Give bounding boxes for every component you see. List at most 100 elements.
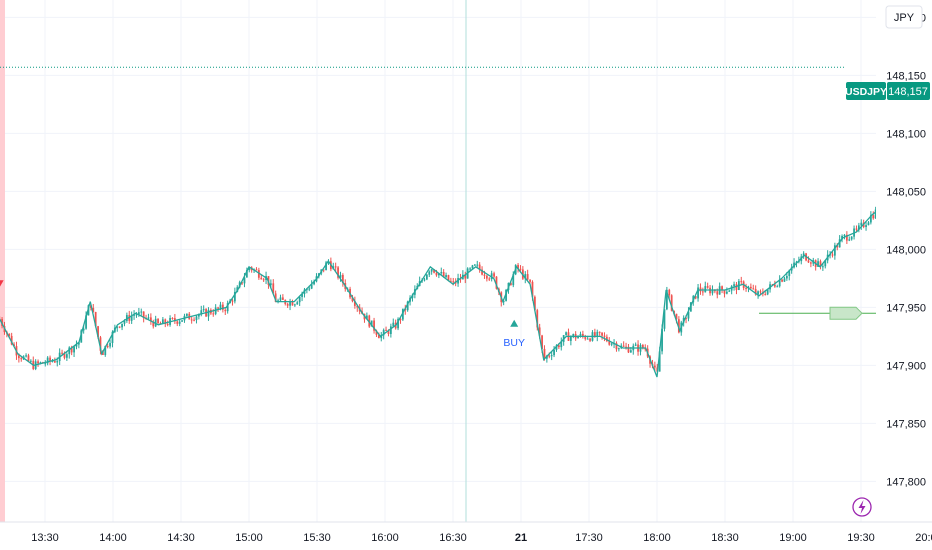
candle-body bbox=[509, 282, 512, 286]
candle-body bbox=[351, 297, 354, 302]
candle-body bbox=[605, 336, 608, 342]
candle-body bbox=[577, 336, 579, 339]
symbol-label: USDJPY bbox=[845, 86, 887, 98]
candle-body bbox=[430, 269, 433, 272]
candle-body bbox=[565, 332, 567, 336]
candle-body bbox=[819, 261, 822, 267]
candle-body bbox=[754, 289, 757, 295]
candle-body bbox=[610, 343, 613, 345]
candle-body bbox=[845, 234, 848, 241]
candle-body bbox=[728, 290, 731, 292]
candle-body bbox=[97, 326, 99, 338]
candle-body bbox=[452, 281, 455, 283]
candle-body bbox=[29, 360, 32, 362]
flash-icon-button[interactable] bbox=[852, 497, 872, 517]
candle-body bbox=[471, 265, 474, 269]
candle-body bbox=[137, 312, 140, 315]
candle-body bbox=[197, 314, 200, 317]
candle-body bbox=[142, 311, 145, 318]
candle-body bbox=[519, 268, 522, 270]
candle-body bbox=[481, 269, 483, 275]
currency-button[interactable]: JPY bbox=[885, 5, 923, 29]
candle-body bbox=[661, 328, 663, 352]
candle-body bbox=[154, 318, 157, 327]
candle-body bbox=[387, 330, 390, 334]
candle-body bbox=[80, 330, 83, 343]
candle-body bbox=[548, 355, 551, 357]
price-axis[interactable]: 148,200148,150148,100148,050148,000147,9… bbox=[876, 0, 932, 522]
candle-body bbox=[778, 279, 781, 287]
candle-body bbox=[476, 264, 479, 266]
candle-body bbox=[757, 291, 759, 295]
candle-body bbox=[377, 334, 380, 339]
candle-body bbox=[675, 313, 678, 320]
candle-body bbox=[505, 289, 507, 301]
candle-body bbox=[68, 347, 71, 355]
candle-body bbox=[553, 349, 555, 356]
candle-body bbox=[164, 319, 167, 325]
time-axis[interactable]: 13:30 14:00 14:30 15:00 15:30 16:00 16:30 21 17:… bbox=[0, 521, 932, 544]
candle-body bbox=[61, 352, 63, 354]
time-tick-label: 18:00 bbox=[643, 532, 671, 544]
candle-body bbox=[872, 215, 875, 219]
candle-body bbox=[293, 304, 296, 306]
candle-body bbox=[766, 289, 769, 295]
candle-body bbox=[243, 277, 246, 284]
candle-body bbox=[195, 316, 198, 321]
lightning-icon bbox=[858, 500, 866, 514]
time-tick-label: 14:30 bbox=[167, 532, 195, 544]
candle-body bbox=[524, 274, 527, 279]
candle-body bbox=[687, 311, 690, 319]
candle-body bbox=[442, 272, 445, 278]
candle-body bbox=[125, 315, 128, 321]
candle-body bbox=[493, 273, 495, 277]
candle-body bbox=[301, 294, 303, 297]
candle-body bbox=[579, 333, 582, 337]
candle-body bbox=[94, 312, 97, 327]
candle-body bbox=[133, 314, 135, 316]
candle-body bbox=[365, 315, 368, 320]
candle-body bbox=[704, 286, 707, 293]
horizontal-level[interactable] bbox=[759, 306, 884, 320]
candle-body bbox=[641, 344, 644, 349]
candle-body bbox=[721, 286, 723, 291]
last-price-label: 148,157 bbox=[888, 86, 928, 98]
candle-body bbox=[745, 287, 747, 289]
candle-body bbox=[382, 329, 385, 336]
candle-body bbox=[193, 319, 195, 321]
candle-body bbox=[495, 276, 498, 289]
candle-body bbox=[389, 326, 392, 334]
candle-body bbox=[248, 267, 251, 271]
time-tick-label: 19:30 bbox=[847, 532, 875, 544]
candle-body bbox=[677, 319, 680, 333]
horizontal-level-tag[interactable] bbox=[829, 306, 863, 320]
candle-body bbox=[73, 346, 75, 353]
candle-body bbox=[373, 320, 375, 331]
candle-body bbox=[526, 274, 529, 280]
candle-body bbox=[788, 270, 791, 276]
candle-body bbox=[668, 289, 671, 296]
candle-body bbox=[478, 264, 481, 270]
candle-body bbox=[601, 332, 603, 336]
candle-body bbox=[75, 344, 78, 347]
candle-body bbox=[118, 326, 121, 328]
candle-body bbox=[149, 317, 152, 322]
candle-body bbox=[622, 345, 625, 347]
candle-body bbox=[173, 318, 176, 322]
candle-body bbox=[569, 336, 572, 341]
candle-body bbox=[140, 311, 143, 313]
candle-body bbox=[833, 245, 836, 256]
candle-body bbox=[147, 317, 150, 319]
candle-body bbox=[670, 295, 673, 311]
price-tick-label: 147,900 bbox=[886, 360, 926, 372]
candle-body bbox=[385, 329, 387, 331]
candle-body bbox=[70, 347, 73, 353]
candle-body bbox=[483, 274, 486, 276]
last-price-badge: USDJPY 148,157 bbox=[845, 82, 930, 100]
price-tick-label: 147,850 bbox=[886, 418, 926, 430]
candle-body bbox=[46, 357, 49, 364]
candle-body bbox=[56, 361, 59, 363]
candle-body bbox=[231, 300, 234, 302]
candle-body bbox=[65, 354, 68, 358]
